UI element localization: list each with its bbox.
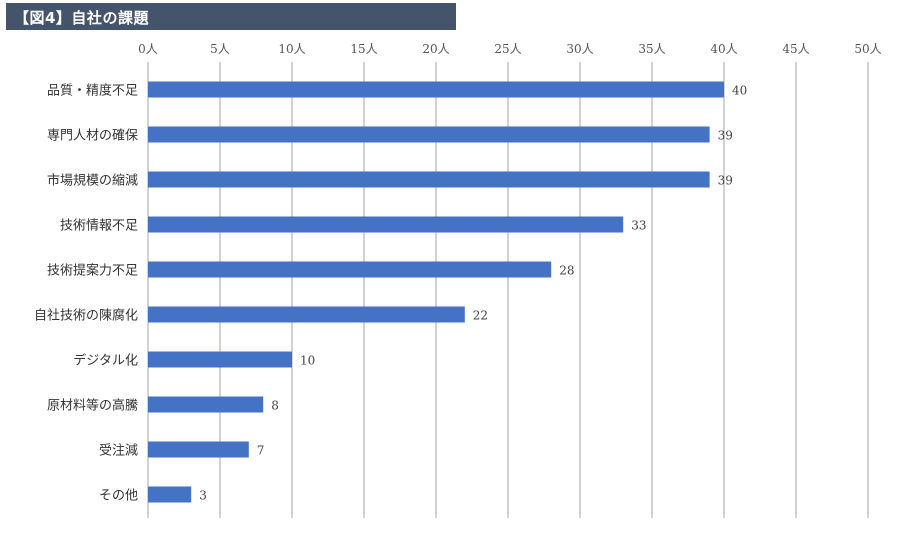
bars <box>148 81 724 503</box>
bar <box>148 351 292 368</box>
x-tick-label: 5人 <box>210 42 230 56</box>
bar <box>148 396 264 413</box>
category-label: 原材料等の高騰 <box>47 398 138 414</box>
x-tick-label: 40人 <box>710 42 737 56</box>
bar <box>148 261 552 278</box>
x-tick-label: 35人 <box>638 42 665 56</box>
x-tick-label: 20人 <box>422 42 449 56</box>
x-tick-label: 10人 <box>278 42 305 56</box>
category-label: 技術情報不足 <box>60 219 138 234</box>
x-tick-label: 30人 <box>566 42 593 56</box>
bar <box>148 216 624 233</box>
category-label: 専門人材の確保 <box>47 128 138 144</box>
chart-title: 【図4】自社の課題 <box>14 9 149 27</box>
data-label: 39 <box>718 129 733 143</box>
data-label: 3 <box>199 489 207 503</box>
data-label: 33 <box>631 219 646 233</box>
category-label: 受注減 <box>99 443 138 459</box>
bar <box>148 441 249 458</box>
data-label: 40 <box>732 84 747 98</box>
data-label: 22 <box>473 309 488 323</box>
bar <box>148 171 710 188</box>
data-label: 28 <box>559 264 574 278</box>
bar <box>148 81 724 98</box>
data-label: 10 <box>300 354 315 368</box>
x-tick-label: 15人 <box>350 42 377 56</box>
category-label: 技術提案力不足 <box>47 263 138 279</box>
data-label: 7 <box>257 444 265 458</box>
category-label: 自社技術の陳腐化 <box>34 308 138 324</box>
data-label: 39 <box>718 174 733 188</box>
x-tick-label: 50人 <box>854 42 881 56</box>
category-label: 品質・精度不足 <box>47 83 138 99</box>
category-label: 市場規模の縮減 <box>47 173 138 189</box>
title-bar: 【図4】自社の課題 <box>6 3 456 30</box>
x-tick-label: 45人 <box>782 42 809 56</box>
category-label: その他 <box>99 489 138 504</box>
bar <box>148 126 710 143</box>
bar <box>148 306 465 323</box>
x-tick-label: 25人 <box>494 42 521 56</box>
bar <box>148 486 192 503</box>
category-label: デジタル化 <box>73 353 138 369</box>
x-axis-ticks: 0人 5人 10人 15人 20人 25人 30人 35人 40人 45人 50人 <box>138 42 881 56</box>
data-labels: 40 39 39 33 28 22 10 8 7 3 <box>199 84 747 503</box>
category-labels: 品質・精度不足専門人材の確保市場規模の縮減技術情報不足技術提案力不足自社技術の陳… <box>34 83 138 504</box>
x-tick-label: 0人 <box>138 42 158 56</box>
data-label: 8 <box>271 399 279 413</box>
